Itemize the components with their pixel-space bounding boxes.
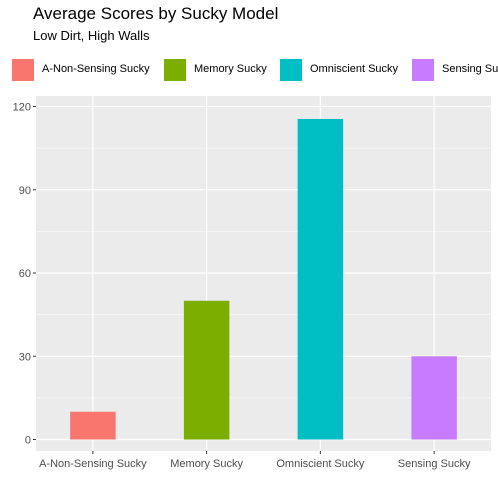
legend-key [12,59,34,81]
legend-key [164,59,186,81]
x-tick-label: Memory Sucky [170,458,243,470]
legend: A-Non-Sensing Sucky Memory Sucky Omnisci… [12,59,498,83]
legend-label: Sensing Sucky [442,63,498,75]
chart-subtitle: Low Dirt, High Walls [33,28,150,43]
x-tick-label: Omniscient Sucky [276,458,365,470]
legend-label: A-Non-Sensing Sucky [42,63,150,75]
x-tick-label: Sensing Sucky [398,458,471,470]
legend-label: Omniscient Sucky [310,63,399,75]
y-tick-label: 60 [19,268,31,280]
y-tick-label: 120 [13,102,31,114]
y-tick-label: 30 [19,351,31,363]
y-tick-label: 0 [25,435,31,447]
bar [297,118,344,440]
bar [411,356,457,440]
bar [183,300,230,440]
y-tick-label: 90 [19,185,31,197]
chart-title: Average Scores by Sucky Model [33,4,279,23]
bar [70,411,116,440]
x-tick-label: A-Non-Sensing Sucky [39,458,147,470]
legend-label: Memory Sucky [194,63,267,75]
legend-key [280,59,302,81]
legend-key [412,59,434,81]
